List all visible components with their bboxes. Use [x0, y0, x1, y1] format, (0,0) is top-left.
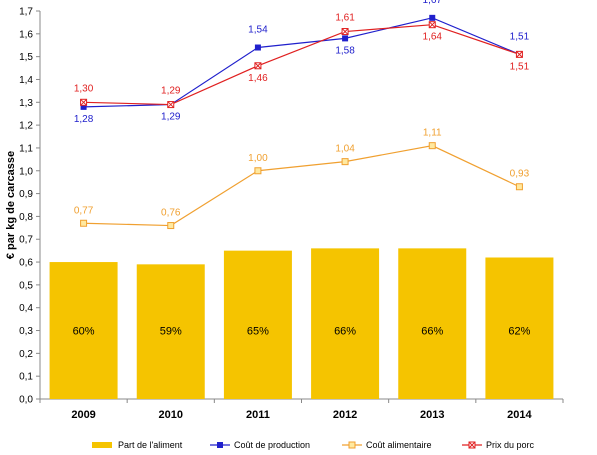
data-point — [341, 158, 349, 166]
data-point — [80, 103, 87, 110]
data-point — [515, 50, 523, 58]
legend-item: Coût alimentaire — [342, 440, 432, 450]
data-point — [428, 21, 436, 29]
y-tick-label: 0,4 — [19, 303, 33, 314]
y-tick-label: 0,5 — [19, 280, 33, 291]
y-tick-label: 1,1 — [19, 143, 33, 154]
lines: 1,28 1,29 1,54 1,58 1,67 1,51 0,77 0,76 1,00 1,04… — [74, 0, 530, 230]
y-tick-label: 0,1 — [19, 372, 33, 383]
data-label: 1,00 — [248, 153, 268, 164]
data-label: 1,46 — [248, 73, 268, 84]
bar — [223, 250, 292, 399]
legend-label: Coût de production — [234, 440, 310, 450]
data-label: 1,67 — [423, 0, 443, 6]
data-label: 1,58 — [335, 45, 355, 56]
y-tick-label: 1,3 — [19, 98, 33, 109]
data-label: 0,93 — [510, 169, 530, 180]
x-tick-label: 2012 — [333, 409, 357, 421]
x-tick-label: 2011 — [246, 409, 270, 421]
data-point — [80, 98, 88, 106]
data-label: 1,61 — [335, 13, 355, 24]
bar — [398, 248, 467, 399]
series-line — [83, 145, 520, 227]
legend-label: Part de l'aliment — [118, 440, 183, 450]
data-label: 1,11 — [423, 128, 442, 139]
bar-data-label: 66% — [334, 326, 356, 338]
x-tick-label: 2013 — [420, 409, 444, 421]
y-tick-label: 0,2 — [19, 349, 33, 360]
series-1: 1,28 1,29 1,54 1,58 1,67 1,51 — [74, 0, 530, 125]
data-point — [254, 62, 262, 70]
bar — [311, 248, 380, 399]
legend-swatch — [92, 442, 112, 448]
bar-data-label: 62% — [508, 326, 530, 338]
data-label: 1,54 — [248, 25, 268, 36]
y-tick-label: 0,7 — [19, 235, 33, 246]
data-label: 1,30 — [74, 83, 94, 94]
x-tick-label: 2009 — [71, 409, 95, 421]
data-point — [468, 441, 476, 449]
legend-item: Coût de production — [210, 440, 310, 450]
data-point — [167, 101, 175, 109]
series-2: 0,77 0,76 1,00 1,04 1,11 0,93 — [74, 128, 530, 230]
series-line — [83, 24, 520, 106]
data-point — [254, 44, 261, 51]
bar-data-label: 59% — [160, 326, 182, 338]
data-label: 1,29 — [161, 112, 181, 123]
data-point — [254, 167, 262, 175]
y-tick-label: 0,9 — [19, 189, 33, 200]
y-tick-label: 1,7 — [19, 7, 33, 18]
series-3: 1,30 1,29 1,46 1,61 1,64 1,51 — [74, 13, 530, 109]
data-point — [429, 14, 436, 21]
y-tick-label: 0,3 — [19, 326, 33, 337]
y-tick-label: 1,6 — [19, 29, 33, 40]
legend-item: Prix du porc — [462, 440, 535, 450]
data-label: 0,76 — [161, 208, 181, 219]
data-point — [515, 183, 523, 191]
bars: 60% 59% 65% 66% 66% 62% — [49, 248, 554, 399]
y-axis-label: € par kg de carcasse — [5, 151, 17, 259]
axes: 0,0 0,1 0,2 0,3 0,4 0,5 0,6 0,7 0,8 0,9 1,0 1,1 1,2 1… — [19, 7, 564, 421]
data-label: 1,51 — [510, 61, 530, 72]
y-tick-label: 1,5 — [19, 52, 33, 63]
data-point — [348, 441, 356, 449]
data-label: 1,29 — [161, 86, 181, 97]
y-tick-label: 1,2 — [19, 121, 33, 132]
data-label: 1,28 — [74, 114, 94, 125]
y-tick-label: 0,8 — [19, 212, 33, 223]
data-label: 0,77 — [74, 205, 94, 216]
legend-label: Prix du porc — [486, 440, 535, 450]
legend-label: Coût alimentaire — [366, 440, 432, 450]
data-point — [80, 219, 88, 227]
data-point — [167, 222, 175, 230]
data-point — [217, 442, 223, 448]
x-tick-label: 2014 — [507, 409, 532, 421]
y-tick-label: 1,4 — [19, 75, 33, 86]
data-label: 1,04 — [335, 144, 355, 155]
y-tick-label: 0,0 — [19, 395, 33, 406]
x-tick-label: 2010 — [159, 409, 183, 421]
data-label: 1,64 — [423, 32, 443, 43]
bar-data-label: 60% — [73, 326, 95, 338]
y-tick-label: 1,0 — [19, 166, 33, 177]
data-point — [428, 142, 436, 150]
data-point — [342, 35, 349, 42]
legend-item: Part de l'aliment — [92, 440, 183, 450]
bar — [136, 264, 205, 399]
data-point — [341, 28, 349, 36]
bar — [49, 262, 118, 399]
legend: Part de l'aliment Coût de production Coût … — [92, 440, 535, 450]
y-tick-label: 0,6 — [19, 258, 33, 269]
bar-data-label: 66% — [421, 326, 443, 338]
series-line — [83, 17, 520, 108]
bar — [485, 257, 554, 399]
data-label: 1,51 — [510, 31, 530, 42]
bar-data-label: 65% — [247, 326, 269, 338]
